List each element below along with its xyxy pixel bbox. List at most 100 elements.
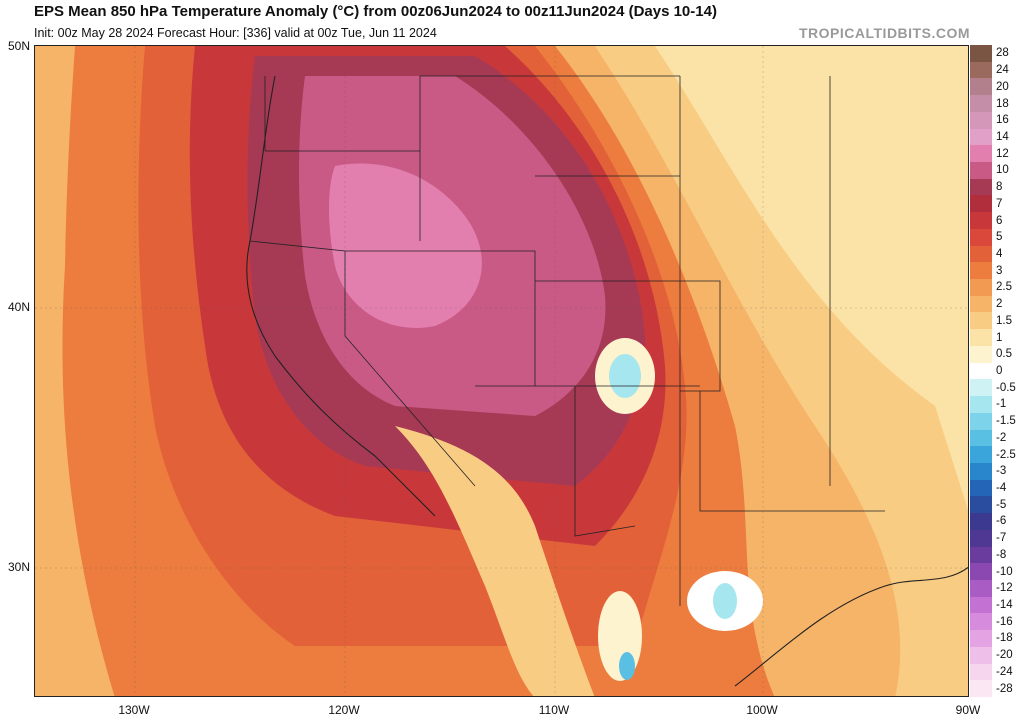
source-watermark: TROPICALTIDBITS.COM: [798, 25, 970, 41]
colorbar-label: -1.5: [996, 415, 1016, 428]
colorbar-label: 0: [996, 365, 1003, 377]
gulf-coastline: [734, 566, 968, 687]
colorbar-label: 12: [996, 147, 1009, 160]
colorbar-label: -1: [996, 398, 1007, 411]
colorbar-label: 24: [996, 64, 1009, 77]
colorbar-cell: [970, 680, 992, 698]
colorbar-cell: [970, 513, 992, 531]
colorbar-label: -6: [996, 515, 1007, 528]
colorbar-label: 7: [996, 197, 1003, 210]
colorbar-label: 14: [996, 130, 1009, 143]
colorbar-label: -3: [996, 465, 1007, 478]
colorbar-cell: [970, 262, 992, 280]
colorbar-cell: [970, 596, 992, 614]
lat-label-30n: 30N: [7, 560, 30, 574]
colorbar-label: -2: [996, 431, 1007, 444]
colorbar-cell: [970, 396, 992, 414]
colorbar-label: -28: [996, 682, 1013, 695]
colorbar-cell: [970, 462, 992, 481]
colorbar-cell: [970, 162, 992, 180]
colorbar-label: -20: [996, 649, 1013, 662]
colorbar-cell: [970, 312, 992, 330]
colorbar-cell: [970, 345, 992, 364]
colorbar-label: -12: [996, 582, 1013, 595]
colorbar-label: 6: [996, 214, 1003, 227]
colorbar-label: -4: [996, 482, 1007, 495]
colorbar-cell: [970, 45, 992, 63]
state-borders: [249, 75, 885, 606]
colorbar-label: 5: [996, 231, 1003, 244]
colorbar-cell: [970, 245, 992, 263]
colorbar-label: 2.5: [996, 281, 1012, 294]
lat-label-50n: 50N: [7, 39, 30, 53]
colorbar-cell: [970, 412, 992, 430]
colorbar-cell: [970, 195, 992, 213]
colorbar-label: 4: [996, 247, 1003, 260]
anomaly-map-svg: [35, 46, 968, 696]
colorbar-cell: [970, 95, 992, 113]
graticule: [35, 46, 968, 696]
colorbar-label: -8: [996, 548, 1007, 561]
colorbar-cell: [970, 212, 992, 230]
colorbar-label: 0.5: [996, 348, 1012, 361]
cool-anomaly-nm-core: [609, 354, 641, 398]
colorbar-label: -0.5: [996, 381, 1016, 394]
colorbar-cell: [970, 630, 992, 648]
colorbar-cell: [970, 429, 992, 447]
lon-label-100w: 100W: [746, 703, 778, 717]
map-title: EPS Mean 850 hPa Temperature Anomaly (°C…: [34, 3, 717, 20]
lon-label-130w: 130W: [118, 703, 150, 717]
colorbar-cell: [970, 61, 992, 79]
colorbar-label: 28: [996, 47, 1009, 60]
colorbar-cell: [970, 279, 992, 297]
colorbar-label: -7: [996, 532, 1007, 545]
colorbar-cell: [970, 446, 992, 464]
colorbar-label: 16: [996, 114, 1009, 127]
anomaly-map[interactable]: [34, 45, 969, 697]
colorbar-label: -10: [996, 565, 1013, 578]
lat-label-40n: 40N: [7, 300, 30, 314]
colorbar-cell: [970, 563, 992, 581]
colorbar-label: -18: [996, 632, 1013, 645]
colorbar-label: -14: [996, 599, 1013, 612]
colorbar-cell: [970, 496, 992, 514]
colorbar-cell: [970, 128, 992, 146]
colorbar-cell: [970, 529, 992, 548]
colorbar-cell: [970, 228, 992, 247]
colorbar-cell: [970, 362, 992, 380]
colorbar-cell: [970, 379, 992, 397]
lon-label-110w: 110W: [538, 703, 570, 717]
lon-label-120w: 120W: [328, 703, 360, 717]
anomaly-band-9: [395, 426, 595, 696]
colorbar-cell: [970, 579, 992, 598]
colorbar-cell: [970, 295, 992, 313]
lon-label-90w: 90W: [955, 703, 981, 717]
colorbar-label: 10: [996, 164, 1009, 177]
colorbar-label: 20: [996, 80, 1009, 93]
colorbar-cell: [970, 546, 992, 564]
colorbar-label: 3: [996, 264, 1003, 277]
colorbar-cell: [970, 646, 992, 665]
colorbar-label: -16: [996, 615, 1013, 628]
colorbar-cell: [970, 479, 992, 497]
colorbar-label: -2.5: [996, 448, 1016, 461]
cool-anomaly-tx-core: [713, 583, 737, 619]
map-subtitle: Init: 00z May 28 2024 Forecast Hour: [33…: [34, 26, 437, 40]
colorbar-cell: [970, 111, 992, 130]
cool-anomaly-mx-core: [619, 652, 635, 680]
colorbar-label: 1.5: [996, 314, 1012, 327]
colorbar-cell: [970, 145, 992, 163]
colorbar-label: 2: [996, 298, 1003, 311]
pacific-coastline: [246, 75, 436, 517]
colorbar-cell: [970, 613, 992, 631]
colorbar-legend: [970, 45, 992, 698]
colorbar-label: 18: [996, 97, 1009, 110]
colorbar-cell: [970, 78, 992, 96]
colorbar-cell: [970, 663, 992, 681]
anomaly-band-8: [329, 163, 482, 328]
colorbar-label: 8: [996, 181, 1003, 194]
colorbar-label: 1: [996, 331, 1003, 344]
colorbar-label: -5: [996, 498, 1007, 511]
colorbar-label: -24: [996, 665, 1013, 678]
colorbar-cell: [970, 329, 992, 347]
